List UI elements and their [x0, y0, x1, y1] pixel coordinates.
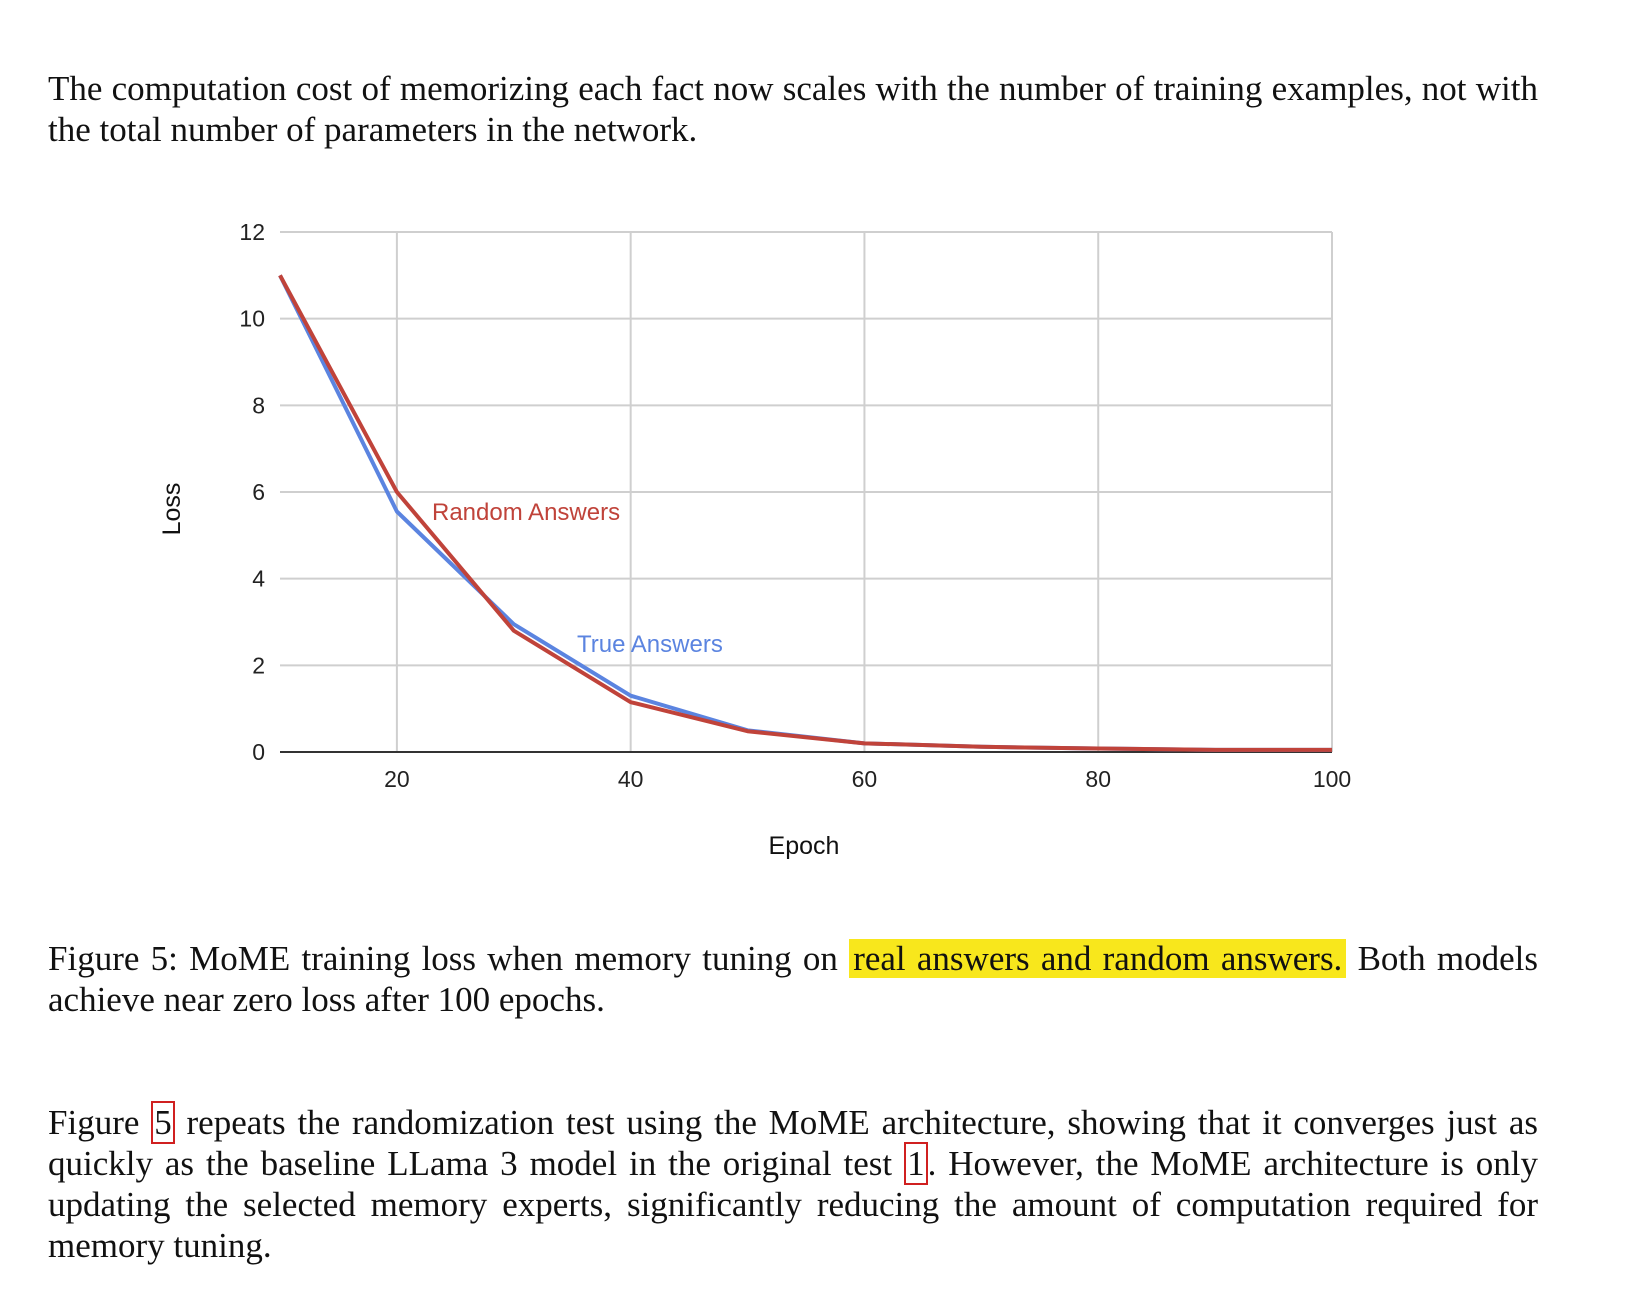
body-text-3: . However, the MoME architecture is only…: [48, 1144, 1538, 1265]
x-tick-labels: 20 40 60 80 100: [384, 766, 1351, 792]
intro-paragraph: The computation cost of memorizing each …: [48, 69, 1538, 149]
figure-caption: Figure 5: MoME training loss when memory…: [48, 938, 1538, 1020]
series-label-true-answers: True Answers: [577, 631, 723, 658]
figure-reference-link[interactable]: 5: [151, 1101, 175, 1144]
y-tick-labels: 0 2 4 6 8 10 12: [239, 219, 265, 765]
y-tick-label: 6: [252, 479, 265, 505]
y-tick-label: 2: [252, 652, 265, 678]
y-tick-label: 8: [252, 392, 265, 418]
y-tick-label: 10: [239, 306, 265, 332]
y-tick-label: 0: [252, 739, 265, 765]
series-label-random-answers: Random Answers: [432, 499, 620, 526]
y-axis-title: Loss: [158, 483, 186, 536]
series-line-random-answers: [278, 274, 1332, 752]
chart-grid: [280, 231, 1333, 753]
x-tick-label: 20: [384, 766, 410, 792]
series-lines: [278, 274, 1332, 752]
y-tick-label: 4: [252, 566, 265, 592]
citation-reference-link[interactable]: 1: [904, 1142, 928, 1185]
x-tick-label: 80: [1085, 766, 1111, 792]
x-axis-title: Epoch: [769, 832, 840, 860]
body-text-1: Figure: [48, 1103, 152, 1142]
body-paragraph: Figure 5 repeats the randomization test …: [48, 1101, 1538, 1266]
caption-text: Figure 5: MoME training loss when memory…: [48, 939, 838, 978]
x-tick-label: 40: [618, 766, 644, 792]
body-text-2: repeats the randomization test using the…: [48, 1103, 1538, 1183]
x-tick-label: 60: [852, 766, 878, 792]
x-tick-label: 100: [1313, 766, 1351, 792]
caption-highlight: real answers and random answers.: [849, 939, 1347, 978]
caption-text-end: Both models achieve near zero loss after…: [48, 939, 1538, 1019]
loss-chart: 0 2 4 6 8 10 12 20 40 60 80 100 Random Answers Tru…: [158, 219, 1351, 860]
y-tick-label: 12: [239, 219, 265, 245]
